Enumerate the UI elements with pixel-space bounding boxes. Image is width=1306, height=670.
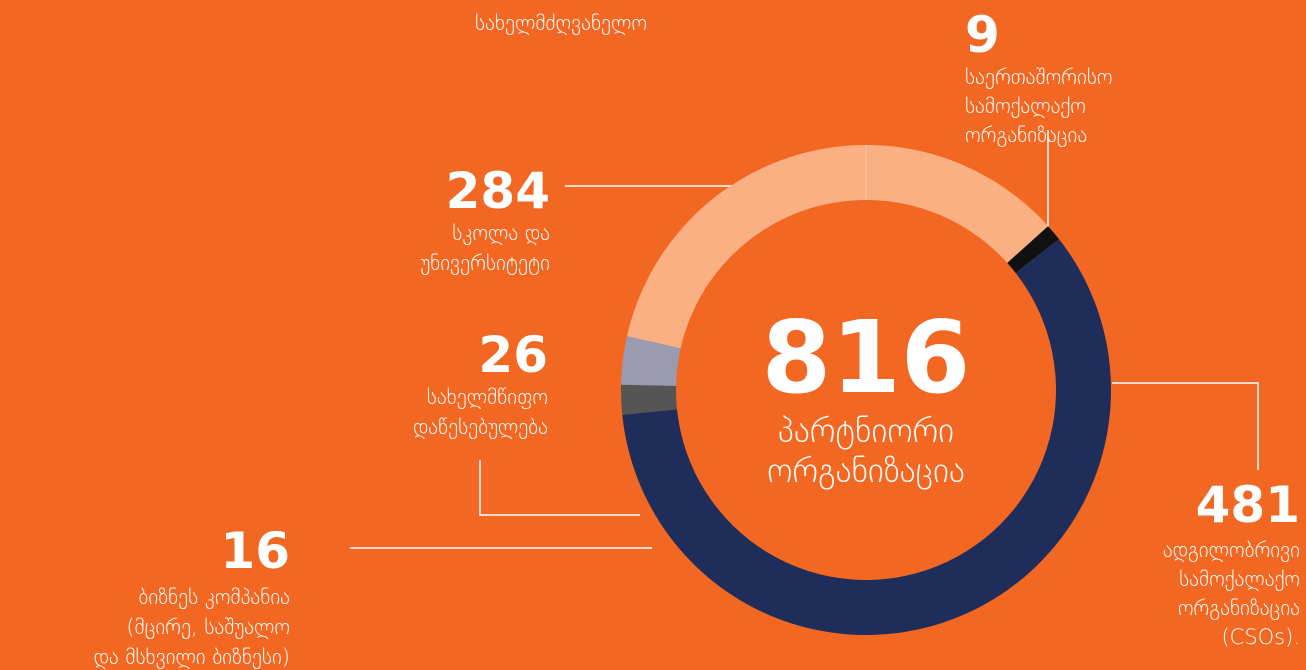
- segment-value: 16: [220, 522, 290, 580]
- segment-label: დაწესებულება: [413, 415, 548, 439]
- donut-segment: [621, 336, 681, 386]
- total: 816: [762, 299, 971, 416]
- segment-label: ადგილობრივი: [1163, 538, 1300, 562]
- segment-value: 284: [446, 162, 550, 220]
- center-label: პარტნიორი: [778, 411, 954, 451]
- donut-segment: [622, 239, 1111, 635]
- segment-label: სკოლა და: [452, 221, 550, 245]
- segment-label: სახელმწიფო: [427, 385, 548, 409]
- center-label: ორგანიზაცია: [767, 451, 965, 491]
- segment-label: უნივერსიტეტი: [420, 251, 550, 275]
- donut-segment: [620, 384, 677, 415]
- donut-segment: [1007, 226, 1059, 273]
- segment-value: 481: [1196, 476, 1300, 534]
- segment-value: 26: [478, 326, 548, 384]
- segment-label: (CSOs).: [1221, 625, 1300, 649]
- segment-label: (მცირე, საშუალო: [126, 615, 290, 639]
- segment-label: ორგანიზაცია: [965, 123, 1087, 147]
- segment-value: 9: [965, 6, 1000, 64]
- segment-label: საერთაშორისო: [965, 65, 1113, 89]
- segment-label: სამოქალაქო: [1179, 567, 1300, 591]
- leader-line: [1112, 382, 1259, 470]
- segment-label: სამოქალაქო: [965, 94, 1086, 118]
- segment-label: ორგანიზაცია: [1178, 596, 1300, 620]
- annotation: სახელმძღვანელო: [475, 11, 647, 35]
- leader-line: [479, 460, 640, 516]
- donut-segment: [626, 145, 1049, 349]
- segment-label: და მსხვილი ბიზნესი): [94, 645, 290, 669]
- segment-label: ბიზნეს კომპანია: [139, 585, 290, 609]
